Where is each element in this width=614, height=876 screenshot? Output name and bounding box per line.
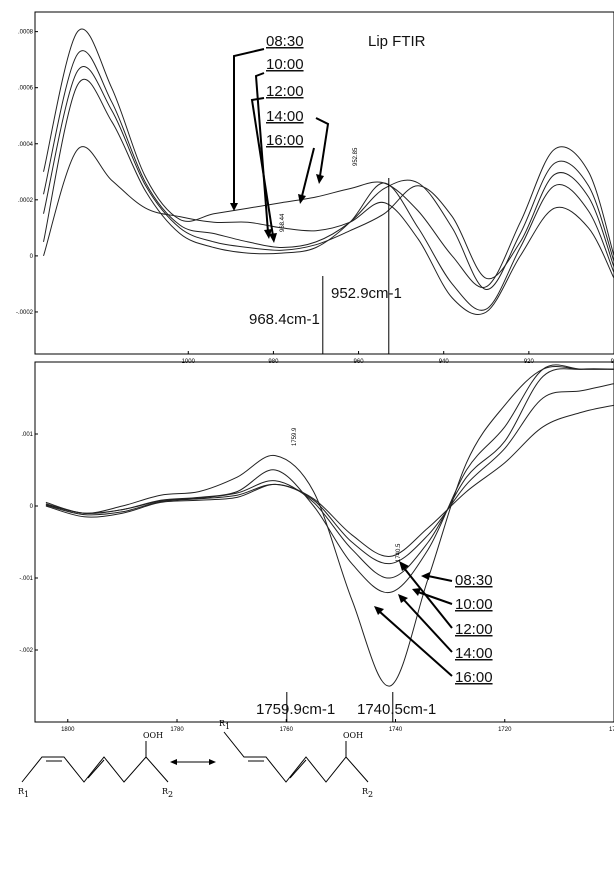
bottom-arrow-1400 (403, 599, 453, 653)
top-arrowhead-0830 (230, 203, 238, 211)
top-arrowhead-1400 (316, 174, 324, 184)
top-arrow-0830 (233, 48, 265, 203)
bottom-chart-markers (286, 692, 394, 722)
top-chart-curves (43, 28, 614, 315)
peak-label-1740: 1740.5 (396, 543, 402, 562)
bottom-chart: 18001780176017401720170 .0010-.001-.002 … (19, 361, 614, 733)
bottom-chart-frame (34, 361, 614, 723)
bottom-arrow-1200 (403, 567, 453, 629)
bottom-marker-label-1740: 1740.5cm-1 (357, 701, 436, 718)
left-double-bond-2 (87, 759, 105, 779)
right-r1-label: R (219, 719, 226, 728)
bottom-series-4 (45, 383, 614, 565)
bottom-arrow-1000 (417, 591, 453, 605)
bottom-time-label-1400: 14:00 (455, 645, 493, 662)
peak-label-952: 952.85 (353, 147, 359, 166)
peak-label-968: 968.44 (280, 213, 286, 232)
bottom-chart-y-ticks: .001 0 -.001 -.002 (19, 432, 38, 654)
top-marker-label-952: 952.9cm-1 (331, 285, 402, 302)
bottom-series-5 (45, 404, 614, 557)
bottom-chart-x-ticks: 1800 1780 1760 1740 1720 170 (61, 719, 614, 733)
bottom-series-3 (45, 368, 614, 579)
bottom-arrowhead-1600 (374, 606, 384, 615)
top-arrow-1200 (250, 97, 274, 237)
top-series-2 (43, 50, 614, 291)
bottom-arrowhead-0830 (421, 572, 430, 580)
top-series-1 (43, 28, 614, 288)
bottom-series-1 (45, 366, 614, 687)
bottom-arrowhead-1400 (398, 594, 408, 603)
peak-label-1759: 1759.9 (292, 427, 298, 446)
resonance-arrowhead-left (170, 759, 177, 765)
top-arrow-1600 (301, 147, 315, 197)
top-time-label-1200: 12:00 (266, 83, 304, 100)
bottom-marker-label-1759: 1759.9cm-1 (256, 701, 335, 718)
top-chart-y-ticks: .0008 .0006 .0004 .0002 0 -.0002 (16, 30, 38, 316)
right-r2-label: R (362, 787, 369, 796)
bottom-y-tick-label: 0 (30, 504, 34, 510)
top-arrowhead-1200 (269, 233, 277, 243)
top-y-tick-label: 0 (30, 254, 34, 260)
top-time-label-1600: 16:00 (266, 132, 304, 149)
left-r1-label: R (18, 787, 25, 796)
bottom-y-tick-label: .001 (21, 432, 33, 438)
resonance-arrowhead-right (209, 759, 216, 765)
bottom-x-tick-label: 1780 (170, 727, 184, 733)
right-r2-subscript: 2 (368, 790, 373, 799)
right-diene-chain (223, 731, 369, 783)
bottom-time-label-1000: 10:00 (455, 596, 493, 613)
bottom-arrowhead-1200 (399, 561, 409, 571)
left-diene-chain (21, 756, 169, 783)
top-time-label-1400: 14:00 (266, 108, 304, 125)
top-arrowhead-1000 (264, 229, 272, 239)
structure-right: OOH R 1 R 2 (219, 719, 373, 799)
right-r1-subscript: 1 (225, 722, 230, 731)
bottom-time-label-0830: 08:30 (455, 572, 493, 589)
bottom-arrowhead-1000 (412, 588, 421, 596)
bottom-x-tick-label: 1740 (389, 727, 403, 733)
top-chart-frame (34, 11, 614, 355)
bottom-x-tick-label: 1720 (498, 727, 512, 733)
bottom-y-tick-label: -.002 (19, 648, 33, 654)
bottom-x-tick-label: 1800 (61, 727, 75, 733)
bottom-x-tick-label: 170 (609, 727, 614, 733)
left-r1-subscript: 1 (24, 790, 29, 799)
top-series-5 (43, 146, 614, 315)
bottom-arrow-0830 (427, 575, 453, 582)
top-time-label-0830: 08:30 (266, 33, 304, 50)
top-marker-label-968: 968.4cm-1 (249, 311, 320, 328)
top-series-3 (43, 66, 614, 280)
left-ooh-label: OOH (143, 731, 163, 740)
bottom-series-2 (45, 364, 614, 593)
top-y-tick-label: .0004 (18, 142, 34, 148)
top-chart-x-ticks: 100098096094092090 (182, 351, 614, 365)
bottom-time-label-1200: 12:00 (455, 621, 493, 638)
resonance-arrow (170, 759, 216, 765)
left-r2-label: R (162, 787, 169, 796)
top-arrowhead-1600 (298, 194, 306, 204)
top-y-tick-label: .0002 (18, 198, 34, 204)
top-y-tick-label: .0006 (18, 86, 34, 92)
top-y-tick-label: -.0002 (16, 310, 34, 316)
top-chart-markers (322, 178, 390, 354)
right-double-bond-2 (289, 759, 307, 779)
bottom-x-tick-label: 1760 (280, 727, 294, 733)
right-ooh-label: OOH (343, 731, 363, 740)
top-arrow-1400 (315, 117, 330, 177)
structure-left: OOH R 1 R 2 (18, 731, 173, 799)
bottom-arrow-1600 (379, 611, 453, 677)
top-chart-title: Lip FTIR (368, 33, 426, 50)
top-chart: 100098096094092090 .0008 .0006 .0004 .0002 0… (16, 11, 614, 365)
top-time-label-1000: 10:00 (266, 56, 304, 73)
top-series-4 (43, 78, 614, 311)
bottom-time-label-1600: 16:00 (455, 669, 493, 686)
bottom-chart-curves (45, 364, 614, 687)
left-r2-subscript: 2 (168, 790, 173, 799)
bottom-y-tick-label: -.001 (19, 576, 33, 582)
top-y-tick-label: .0008 (18, 30, 34, 36)
